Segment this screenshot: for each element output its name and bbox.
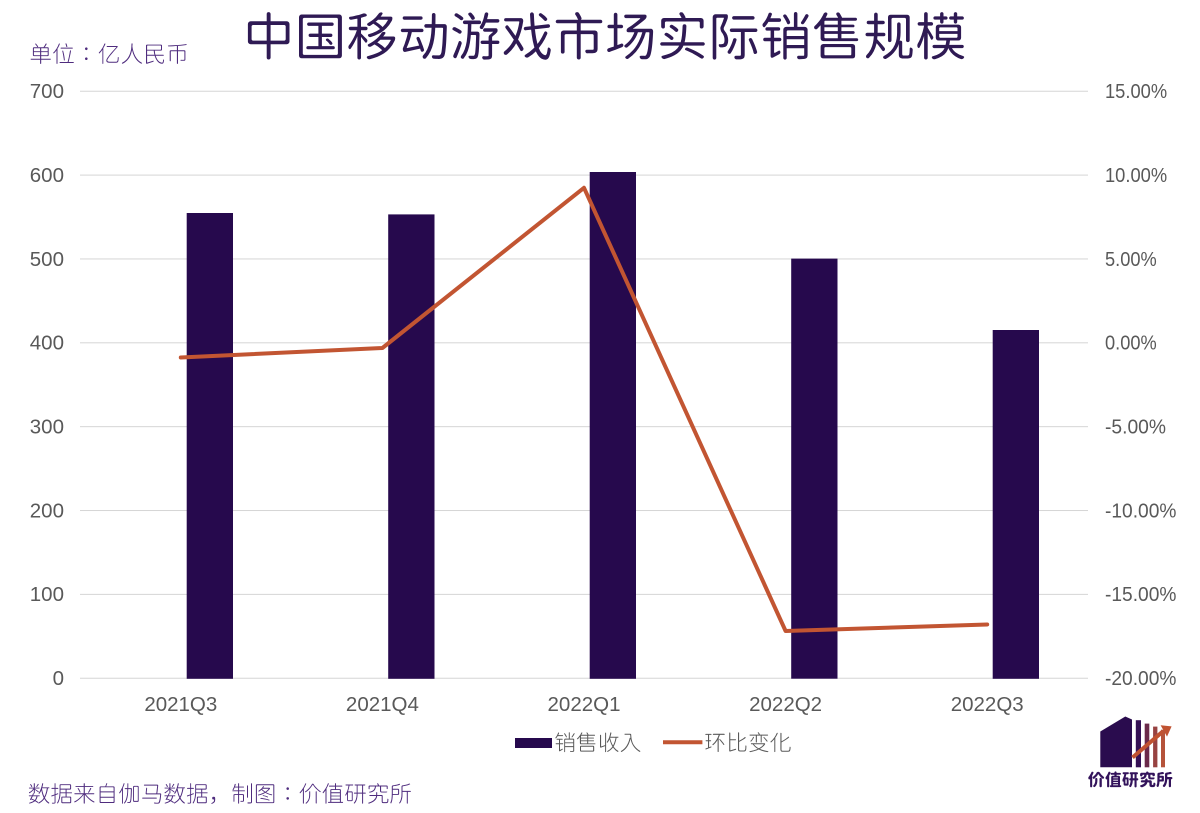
svg-text:2021Q4: 2021Q4: [346, 693, 419, 716]
svg-text:0.00%: 0.00%: [1105, 332, 1157, 355]
svg-text:-10.00%: -10.00%: [1105, 499, 1176, 522]
svg-text:-5.00%: -5.00%: [1105, 416, 1166, 439]
svg-text:2022Q1: 2022Q1: [548, 693, 621, 716]
svg-text:700: 700: [30, 80, 64, 103]
svg-text:10.00%: 10.00%: [1105, 164, 1167, 187]
svg-text:300: 300: [30, 416, 64, 439]
svg-text:100: 100: [30, 583, 64, 606]
svg-text:200: 200: [30, 499, 64, 522]
svg-text:15.00%: 15.00%: [1105, 80, 1167, 103]
svg-text:500: 500: [30, 248, 64, 271]
svg-text:5.00%: 5.00%: [1105, 248, 1157, 271]
svg-text:2021Q3: 2021Q3: [144, 693, 217, 716]
svg-text:-15.00%: -15.00%: [1105, 583, 1176, 606]
svg-text:600: 600: [30, 164, 64, 187]
svg-text:-20.00%: -20.00%: [1105, 667, 1176, 690]
svg-text:400: 400: [30, 332, 64, 355]
svg-text:0: 0: [53, 667, 64, 690]
svg-text:2022Q2: 2022Q2: [749, 693, 822, 716]
svg-text:2022Q3: 2022Q3: [951, 693, 1024, 716]
